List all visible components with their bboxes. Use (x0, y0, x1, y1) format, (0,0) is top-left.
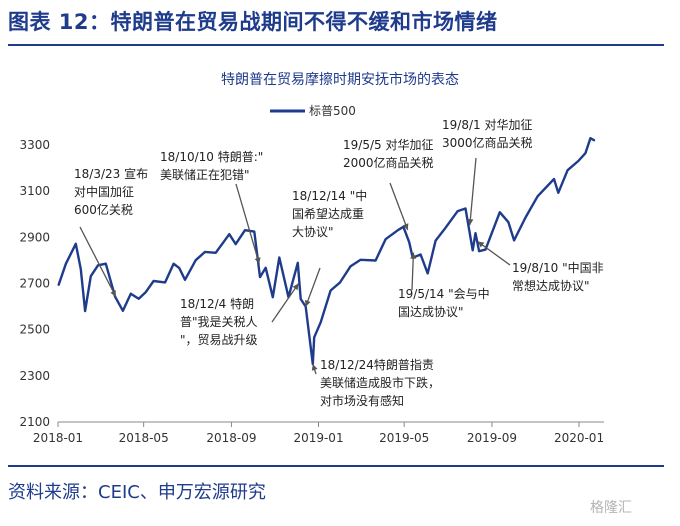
annotation-arrow (271, 283, 300, 323)
annotation-text: 18/10/10 特朗普:" (160, 149, 263, 164)
annotation-text: 2000亿商品关税 (343, 155, 434, 170)
annotation-arrow (79, 226, 117, 297)
annotation-text: 对中国加征 (74, 184, 134, 199)
annotation-text: 国达成协议" (398, 304, 464, 319)
annotation-text: 18/12/14 "中 (292, 188, 367, 203)
y-tick-label: 2900 (19, 230, 50, 244)
bottom-rule (8, 465, 664, 467)
x-tick-label: 2019-09 (467, 431, 517, 445)
annotation-text: 19/5/5 对华加征 (343, 138, 433, 152)
annotation-arrow (477, 241, 511, 266)
x-tick-label: 2018-05 (119, 431, 169, 445)
annotation-text: 大协议" (292, 224, 334, 239)
annotation-text: 18/12/24特朗普指责 (320, 357, 434, 372)
figure-title: 图表 12：特朗普在贸易战期间不得不缓和市场情绪 (8, 10, 498, 34)
annotation-arrowhead (110, 290, 116, 297)
annotation-arrowhead (402, 223, 409, 230)
annotation-arrow (411, 252, 415, 291)
annotation-text: 600亿关税 (74, 202, 133, 217)
chart-title: 特朗普在贸易摩擦时期安抚市场的表态 (221, 71, 459, 88)
annotation-text: 19/5/14 "会与中 (398, 286, 490, 301)
series-line-sp500 (57, 137, 596, 366)
x-tick-label: 2019-01 (293, 431, 343, 445)
annotation-arrow (235, 183, 260, 265)
annotation-arrowhead (477, 241, 485, 248)
y-tick-label: 3300 (19, 138, 50, 152)
annotation-arrowhead (410, 252, 417, 259)
annotation-text: 美联储造成股市下跌， (320, 375, 440, 390)
annotation-text: 18/3/23 宣布 (74, 166, 148, 181)
annotation-text: 18/12/4 特朗 (180, 296, 254, 311)
annotation-text: 3000亿商品关税 (442, 135, 533, 150)
annotation-arrow (305, 267, 321, 307)
annotation-arrow (389, 182, 409, 231)
annotation-text: 普"我是关税人 (180, 315, 258, 329)
axes: 2100 2300 2500 2700 2900 3100 3300 2018-01 2018-… (19, 138, 604, 445)
x-tick-label: 2019-05 (379, 431, 429, 445)
annotation-arrowhead (254, 257, 261, 264)
annotation-arrowhead (292, 283, 299, 291)
y-tick-label: 2300 (19, 369, 50, 383)
y-tick-label: 2500 (19, 323, 50, 337)
annotation-text: 19/8/1 对华加征 (442, 118, 532, 132)
x-tick-label: 2018-01 (33, 431, 83, 445)
title-rule (8, 44, 664, 46)
y-tick-label: 2700 (19, 277, 50, 291)
annotation-arrowhead (311, 364, 318, 371)
annotation-text: 国希望达成重 (292, 206, 364, 221)
x-tick-label: 2018-09 (206, 431, 256, 445)
annotation-text: 19/8/10 "中国非 (512, 260, 604, 275)
annotation-arrowhead (467, 218, 474, 226)
source-note: 资料来源：CEIC、申万宏源研究 (8, 482, 266, 503)
watermark: 格隆汇 (590, 500, 632, 516)
x-tick-label: 2020-01 (554, 431, 604, 445)
legend-label: 标普500 (309, 104, 356, 118)
y-tick-label: 3100 (19, 184, 50, 198)
annotation-arrowhead (304, 299, 311, 307)
annotation-text: "，贸易战升级 (180, 333, 258, 347)
annotation-text: 对市场没有感知 (320, 393, 404, 408)
annotation-text: 常想达成协议" (512, 278, 590, 293)
annotation-arrow (469, 157, 477, 226)
annotation-text: 美联储正在犯错" (160, 167, 250, 182)
y-tick-label: 2100 (19, 415, 50, 429)
